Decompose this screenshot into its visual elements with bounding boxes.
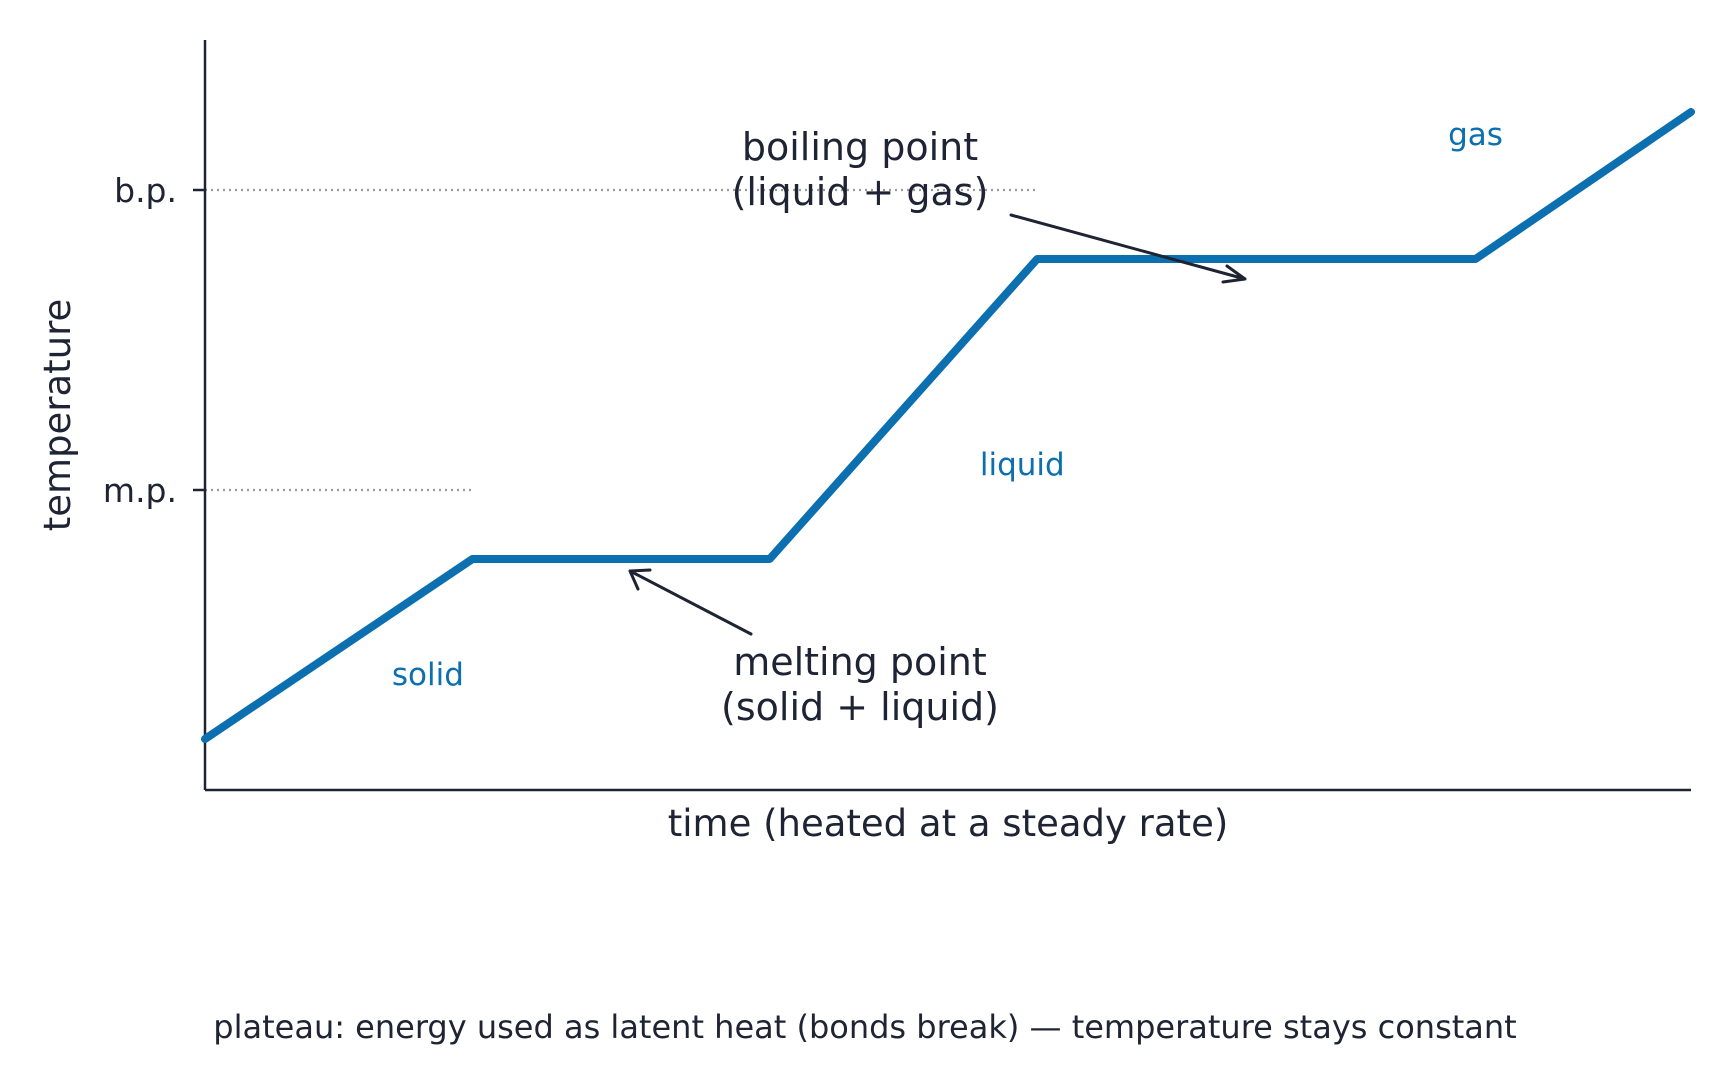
melting-point-label-line2: (solid + liquid) [721, 685, 999, 729]
boiling-point-label-line1: boiling point [742, 125, 978, 169]
phase-label-solid: solid [392, 657, 464, 693]
phase-label-gas: gas [1448, 117, 1503, 153]
heating-curve-line [201, 108, 1695, 743]
footnote: plateau: energy used as latent heat (bon… [213, 1008, 1516, 1046]
boiling-point-arrow [1009, 213, 1247, 284]
reference-lines [205, 188, 1038, 492]
series-layer [201, 108, 1695, 743]
y-tick-label-1: b.p. [114, 171, 177, 210]
y-tick-label-0: m.p. [103, 471, 177, 510]
melting-point-label-line1: melting point [733, 640, 987, 684]
phase-labels: solid liquid gas [392, 117, 1503, 693]
boiling-point-annotation: boiling point (liquid + gas) [732, 125, 1247, 284]
melting-point-arrow [628, 568, 753, 636]
phase-label-liquid: liquid [980, 447, 1065, 483]
melting-point-annotation: melting point (solid + liquid) [628, 568, 999, 729]
y-axis-label: temperature [36, 299, 79, 532]
boiling-point-label-line2: (liquid + gas) [732, 170, 989, 214]
y-ticks: m.p. b.p. [103, 171, 205, 510]
x-axis-label: time (heated at a steady rate) [668, 802, 1229, 845]
